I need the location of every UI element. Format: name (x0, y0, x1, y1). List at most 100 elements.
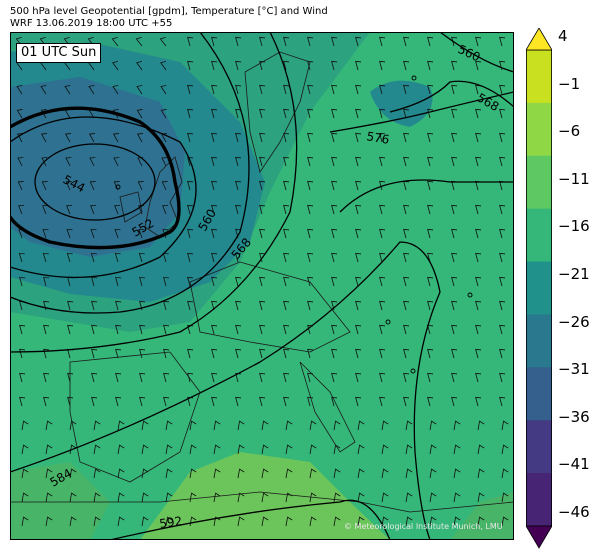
wind-barb (475, 132, 482, 143)
wind-barb (65, 181, 72, 191)
wind-barb (21, 492, 29, 503)
wind-barb (451, 300, 458, 311)
wind-barb (309, 492, 317, 503)
wind-barb (355, 60, 362, 71)
wind-barb (187, 252, 194, 263)
wind-barb (381, 420, 389, 431)
colorbar-segment (526, 50, 552, 104)
wind-barb (21, 516, 29, 527)
wind-barb (66, 229, 73, 239)
wind-barb (17, 157, 24, 167)
wind-barb (235, 348, 242, 359)
wind-barb (19, 348, 26, 359)
wind-barb (451, 156, 458, 167)
wind-barb (283, 300, 290, 311)
wind-barb (403, 228, 410, 239)
wind-barb (307, 396, 314, 407)
wind-barb (499, 396, 506, 407)
wind-barb (235, 156, 242, 167)
wind-barb (283, 132, 290, 143)
wind-barb (379, 252, 386, 263)
wind-barb (235, 204, 242, 215)
wind-barb (499, 108, 506, 119)
wind-barb (307, 252, 314, 263)
wind-barb (475, 156, 482, 167)
wind-barb (403, 60, 410, 71)
wind-barb (137, 133, 144, 143)
wind-barb (19, 324, 26, 335)
wind-barb (331, 156, 338, 167)
wind-barb (165, 420, 173, 431)
wind-barb (211, 84, 218, 95)
wind-barb (451, 84, 458, 95)
wind-barb (69, 444, 77, 455)
wind-barb (379, 348, 386, 359)
wind-barb (115, 348, 122, 359)
city-markers (115, 75, 473, 374)
wind-barb (283, 60, 290, 71)
colorbar-segment (526, 208, 552, 263)
wind-barb (211, 396, 218, 407)
wind-barb (93, 492, 101, 503)
wind-barb (451, 36, 458, 47)
wind-barb (139, 276, 146, 287)
wind-barb (475, 204, 482, 215)
wind-barb (91, 324, 98, 335)
wind-barb (213, 492, 221, 503)
italy-outline (299, 361, 356, 453)
wind-barb (307, 300, 314, 311)
wind-barb (91, 372, 98, 383)
wind-barb (139, 324, 146, 335)
wind-barb (333, 492, 341, 503)
contour-568-northeast (389, 80, 514, 113)
wind-barb (117, 516, 125, 527)
wind-barb (93, 468, 101, 479)
wind-barb (113, 133, 120, 143)
wind-barb (261, 468, 269, 479)
wind-barb (427, 132, 434, 143)
wind-barb (159, 37, 167, 47)
wind-barb (138, 229, 145, 239)
wind-barb (115, 276, 122, 287)
wind-barb (69, 516, 77, 527)
wind-barb (403, 396, 410, 407)
wind-barb (42, 229, 49, 239)
wind-barb (42, 205, 49, 215)
wind-barb (331, 348, 338, 359)
wind-barb (40, 109, 47, 119)
wind-barb (112, 85, 119, 95)
wind-barb (187, 36, 194, 47)
colorbar-tick-label: −46 (558, 503, 590, 521)
wind-barb (355, 228, 362, 239)
wind-barb (499, 276, 506, 287)
wind-barb (499, 372, 506, 383)
city-marker (467, 292, 473, 298)
wind-barb (355, 132, 362, 143)
wind-barb (499, 36, 506, 47)
wind-barb (19, 372, 26, 383)
wind-barb (333, 516, 341, 527)
wind-barb (89, 157, 96, 167)
wind-barb (115, 396, 122, 407)
wind-barb (64, 85, 71, 95)
wind-barb (309, 444, 317, 455)
colorbar-tick-label: 4 (558, 27, 568, 45)
wind-barb (427, 84, 434, 95)
wind-barb (211, 108, 218, 119)
wind-barb (355, 300, 362, 311)
colorbar (526, 28, 552, 549)
wind-barb (379, 180, 386, 191)
wind-barb (499, 324, 506, 335)
wind-barb (333, 468, 341, 479)
wind-barb (499, 84, 506, 95)
wind-barb (259, 228, 266, 239)
wind-barb (91, 300, 98, 311)
wind-barb (357, 420, 365, 431)
wind-barb (477, 444, 485, 455)
wind-barb (67, 396, 74, 407)
wind-barb (187, 180, 194, 191)
wind-barb (16, 85, 23, 95)
wind-barb (165, 444, 173, 455)
wind-barb (211, 372, 218, 383)
wind-barb (19, 396, 26, 407)
